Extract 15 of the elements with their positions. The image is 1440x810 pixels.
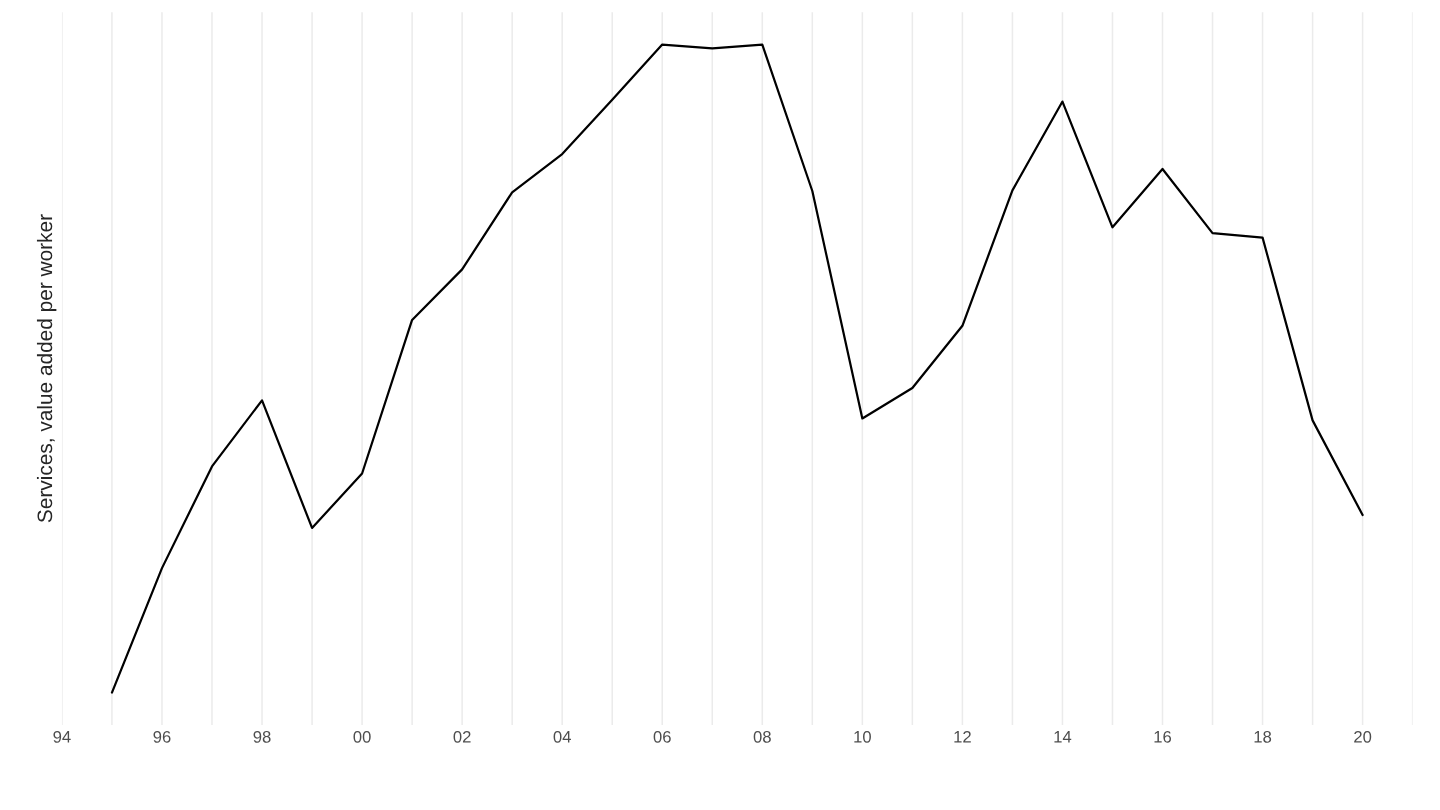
- x-tick-label: 94: [53, 730, 71, 743]
- x-tick-label: 08: [753, 730, 771, 743]
- x-tick-label: 96: [153, 730, 171, 743]
- x-tick-label: 04: [553, 730, 571, 743]
- x-tick-label: 12: [954, 730, 971, 743]
- y-axis-title: Services, value added per worker: [36, 214, 57, 523]
- x-tick-label: 16: [1154, 730, 1172, 743]
- x-tick-label: 20: [1354, 730, 1372, 743]
- x-tick-label: 06: [653, 730, 671, 743]
- x-tick-label: 00: [353, 730, 371, 743]
- x-tick-label: 98: [253, 730, 271, 743]
- x-tick-label: 18: [1254, 730, 1272, 743]
- x-tick-label: 14: [1054, 731, 1072, 743]
- x-tick-label: 10: [854, 730, 871, 743]
- x-tick-label: 02: [453, 730, 471, 743]
